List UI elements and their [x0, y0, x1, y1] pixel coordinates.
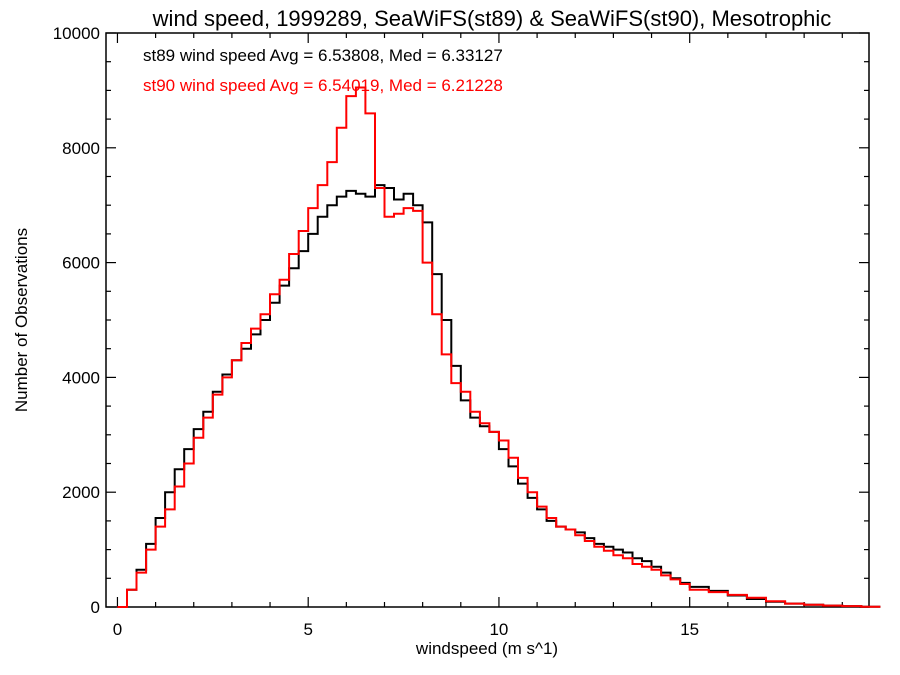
y-tick-label: 8000 — [62, 139, 100, 158]
x-axis-label: windspeed (m s^1) — [415, 639, 558, 658]
x-tick-label: 0 — [113, 620, 122, 639]
series-line-st90 — [117, 86, 881, 608]
plot-frame — [105, 32, 870, 608]
x-tick-label: 5 — [303, 620, 312, 639]
y-tick-label: 4000 — [62, 368, 100, 387]
legend: st89 wind speed Avg = 6.53808, Med = 6.3… — [143, 46, 503, 95]
y-tick-label: 10000 — [53, 24, 100, 43]
x-tick-label: 15 — [680, 620, 699, 639]
y-axis-label: Number of Observations — [12, 228, 31, 412]
axis-tick-labels: 0 5 10 15 0 2000 4000 6000 8000 10000 — [53, 24, 699, 639]
x-tick-label: 10 — [489, 620, 508, 639]
y-tick-label: 0 — [91, 598, 100, 617]
series-group — [117, 86, 881, 608]
axis-ticks — [106, 32, 869, 608]
series-line-st89 — [117, 184, 881, 608]
chart-title: wind speed, 1999289, SeaWiFS(st89) & Sea… — [152, 6, 832, 31]
legend-entry-st90: st90 wind speed Avg = 6.54019, Med = 6.2… — [143, 76, 503, 95]
legend-entry-st89: st89 wind speed Avg = 6.53808, Med = 6.3… — [143, 46, 503, 65]
y-tick-label: 6000 — [62, 254, 100, 273]
y-tick-label: 2000 — [62, 483, 100, 502]
